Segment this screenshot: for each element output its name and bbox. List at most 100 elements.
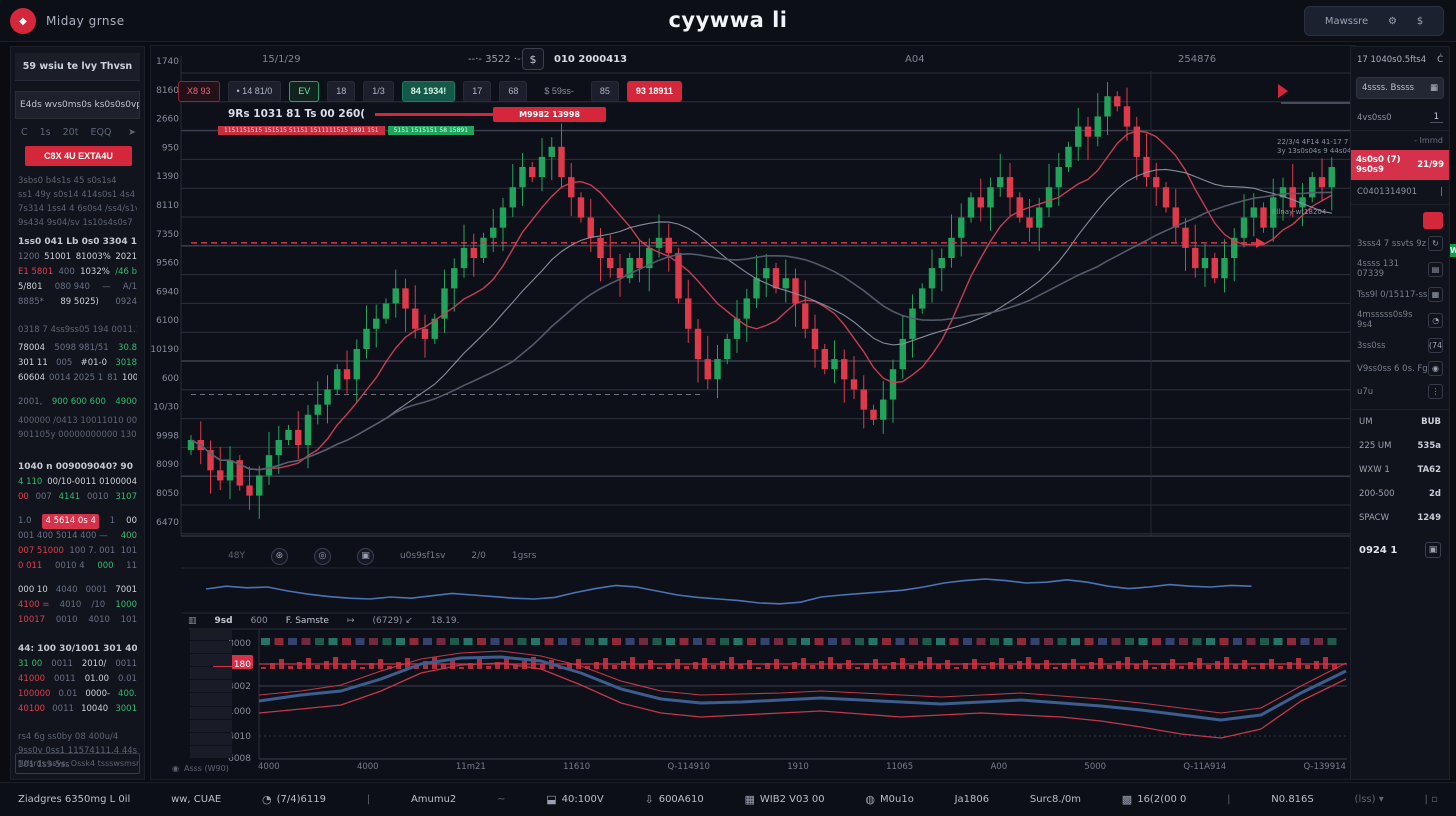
quote-row[interactable]: 40100 0011 10040 3001 xyxy=(18,702,137,717)
indicator-ev-button[interactable]: EV xyxy=(289,80,320,102)
right-panel-item[interactable]: 4msssss0s9s 9s4 ◔ xyxy=(1351,306,1449,334)
quote-row[interactable]: 78004 5098 981/51 30.8 xyxy=(18,341,137,356)
quote-row[interactable]: 000 10 4040 0001 7001 xyxy=(18,583,137,598)
statusbar-item[interactable]: ▩ 16(2(00 0 xyxy=(1122,793,1187,806)
statusbar-label: | xyxy=(366,794,371,805)
right-panel-item[interactable]: 3ss0ss (74 xyxy=(1351,334,1449,357)
watchlist-search-input[interactable]: E4ds wvs0ms0s ks0s0s0vp xyxy=(15,91,140,119)
tool-68-button[interactable]: 68 xyxy=(499,80,528,102)
main-chart-panel[interactable]: 1740 8160 2660 950 1390 8110 7350 9560 6940 6100 1… xyxy=(150,45,1357,781)
sub-toolbar-item-2[interactable]: 2/0 xyxy=(471,551,486,561)
statusbar-item[interactable]: | ▫ xyxy=(1425,794,1438,805)
quote-row[interactable]: 00 007 4141 0010 3107 xyxy=(18,490,137,505)
right-panel-item[interactable]: u7u ⋮ xyxy=(1351,380,1449,403)
app-logo[interactable]: ◆ xyxy=(10,8,36,34)
x-axis-label: 1910 xyxy=(787,762,809,772)
brand-label: Miday grnse xyxy=(46,14,125,28)
quote-row[interactable]: 001 400 5014 400 — 400 xyxy=(18,529,137,544)
interval-button[interactable]: • 14 81/0 xyxy=(227,80,282,102)
quote-row[interactable]: E1 5801 400 1032% /46 b xyxy=(18,265,137,280)
square-icon[interactable]: ▣ xyxy=(356,547,374,565)
stat-row: SPACW 1249 xyxy=(1351,506,1449,530)
tab-1s[interactable]: 1s xyxy=(39,127,51,138)
tool-13-button[interactable]: 1/3 xyxy=(363,80,394,102)
statusbar-item[interactable]: ◔ (7/4)6119 xyxy=(262,793,326,806)
tool-17-button[interactable]: 17 xyxy=(463,80,492,102)
quote-row[interactable]: 31 00 0011 2010/0011 xyxy=(18,657,137,672)
stat-value: 1249 xyxy=(1417,513,1441,523)
statusbar-item[interactable]: ▦ WIB2 V03 00 xyxy=(745,793,825,806)
quote-row[interactable]: 0 011 0010 4 000 11 xyxy=(18,559,137,574)
statusbar-item[interactable]: ⬓ 40:100V xyxy=(546,793,603,806)
statusbar-item[interactable]: | xyxy=(367,794,370,805)
quote-row[interactable]: 100000 0.01 0000- 400. xyxy=(18,687,137,702)
chart-canvas[interactable]: 1740 8160 2660 950 1390 8110 7350 9560 6940 6100 1… xyxy=(150,46,1357,781)
record-button[interactable] xyxy=(1423,212,1443,229)
statusbar-item[interactable]: ww, CUAE xyxy=(171,794,221,805)
quote-cell: 7001 xyxy=(115,585,137,595)
sub-toolbar-item-3[interactable]: 1gsrs xyxy=(511,551,537,561)
statusbar-item[interactable]: ~ xyxy=(497,794,505,805)
quote-row[interactable]: 1.0 4 5614 0s 4 1 00 xyxy=(18,514,137,529)
expand-button[interactable]: C8X 4U EXTA4U xyxy=(25,146,132,166)
statusbar-item[interactable]: Ja1806 xyxy=(955,794,990,805)
quote-row[interactable]: 8885* 89 5025) 0924 xyxy=(18,295,137,310)
svg-text:8110: 8110 xyxy=(156,201,179,211)
quote-row[interactable]: 007 51000 100 7. 001 101 xyxy=(18,544,137,559)
right-panel-item[interactable]: Tss9l 0/15117-ss ▦ xyxy=(1351,283,1449,306)
active-alert-row[interactable]: 4s0s0 (7) 9s0s9 21/99 xyxy=(1351,150,1449,180)
quote-row[interactable]: 4 110 00/10-0011 0100004 xyxy=(18,475,137,490)
currency-button[interactable]: $ 59ss- xyxy=(535,81,583,102)
header-menu-group[interactable]: Mawssre ⚙ $ xyxy=(1304,6,1444,36)
buy-button[interactable]: 84 1934! xyxy=(401,80,456,102)
tool-18-button[interactable]: 18 xyxy=(327,80,356,102)
quote-row[interactable]: 4100 = 4010/10 1000 xyxy=(18,598,137,613)
statusbar-item[interactable]: ⇩ 600A610 xyxy=(644,793,703,806)
circle-icon[interactable]: ◎ xyxy=(313,547,331,565)
tab-eqq[interactable]: EQQ xyxy=(90,127,112,138)
quote-row[interactable]: 10017 0010 4010 101 xyxy=(18,613,137,628)
history-icon[interactable]: Ċ xyxy=(1437,55,1443,65)
quote-row[interactable]: 41000 0011 01.00 0.01 xyxy=(18,672,137,687)
advance-row[interactable]: 4vs0ss0 1 xyxy=(1351,105,1449,131)
countdown-row[interactable]: C0401314901 | xyxy=(1351,180,1449,205)
currency-icon[interactable]: $ xyxy=(1416,15,1424,27)
statusbar-item[interactable]: ◍ M0u1o xyxy=(865,793,913,806)
right-search-input[interactable]: 4ssss. Bssss ▦ xyxy=(1356,77,1444,99)
sell-size-button[interactable]: X8 93 xyxy=(178,80,220,102)
grid-icon: ▦ xyxy=(744,793,755,806)
statusbar-item[interactable]: Surc8./0m xyxy=(1030,794,1081,805)
quote-row[interactable]: 2001, 900 600 600 4900 xyxy=(18,395,137,410)
chart-annotation-2: Ellnay-wt18204 xyxy=(1272,208,1327,216)
quote-row[interactable]: 5/801 080 940 — A/1 xyxy=(18,280,137,295)
paragraph-line: 901105y 00000000000 13000 xyxy=(18,430,137,440)
quote-cell: 10017 xyxy=(18,615,46,625)
settings-icon[interactable]: ⚙ xyxy=(1388,15,1397,27)
quote-row[interactable]: 301 11 005 #01-0 3018 xyxy=(18,356,137,371)
panel-icon[interactable]: ▥ xyxy=(188,616,197,626)
tab-c[interactable]: C xyxy=(21,127,28,138)
dollar-icon[interactable]: $ xyxy=(522,48,544,70)
right-panel-item[interactable]: 3sss4 7 ssvts 9z ↻ xyxy=(1351,232,1449,255)
right-panel-item[interactable]: V9ss0ss 6 0s. Fg ◉ xyxy=(1351,357,1449,380)
tool-85-button[interactable]: 85 xyxy=(590,80,619,102)
statusbar-item[interactable]: | xyxy=(1227,794,1230,805)
tab-20t[interactable]: 20t xyxy=(62,127,79,138)
menu-label[interactable]: Mawssre xyxy=(1324,15,1369,27)
right-panel-kv: UM BUB 225 UM 535a WXW 1 TA62 200-500 2d SPACW 12… xyxy=(1351,409,1449,530)
quote-row[interactable]: 1200 51001 81003% 2021 xyxy=(18,250,137,265)
sub-toolbar-item-1[interactable]: u0s9sf1sv xyxy=(399,551,446,561)
statusbar-item[interactable]: Ziadgres 6350mg L 0il xyxy=(18,794,130,805)
right-panel-bottom[interactable]: 0924 1 ▣ xyxy=(1351,530,1449,570)
alert-badge[interactable]: M9982 13998 xyxy=(493,106,606,122)
sell-button[interactable]: 93 18911 xyxy=(626,80,682,102)
statusbar-item[interactable]: N0.816S xyxy=(1271,794,1313,805)
sidebar-section-header: 1ss0 041 Lb 0s0 3304 1 ˄ xyxy=(18,237,137,247)
asterisk-icon[interactable]: ⊛ xyxy=(270,547,288,565)
quote-cell: 31 00 xyxy=(18,659,43,669)
alert-text: 9Rs 1031 81 Ts 00 260( xyxy=(228,108,366,120)
right-panel-item[interactable]: 4ssss 131 07339 ▤ xyxy=(1351,255,1449,283)
statusbar-item[interactable]: Amumu2 xyxy=(411,794,456,805)
statusbar-item[interactable]: (lss) ▾ xyxy=(1355,794,1384,805)
